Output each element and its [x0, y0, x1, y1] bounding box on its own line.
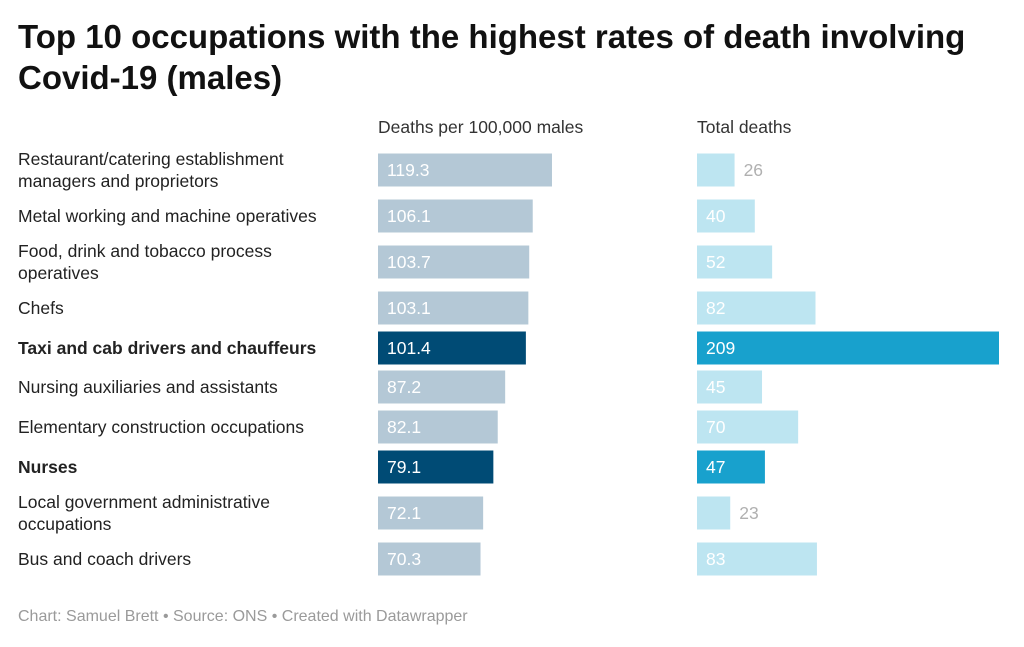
- rate-bar: [378, 370, 506, 404]
- total-value-label: 47: [706, 457, 725, 477]
- total-value-label: 70: [706, 417, 726, 437]
- footer-created-with: Created with Datawrapper: [281, 608, 468, 625]
- total-bar: [697, 450, 765, 484]
- rate-value-label: 106.1: [387, 206, 431, 226]
- total-bar: [697, 542, 817, 576]
- footer-separator: •: [267, 608, 282, 625]
- total-bar: [697, 370, 763, 404]
- total-bar: [697, 199, 755, 233]
- category-label: Elementary construction occupations: [18, 417, 304, 437]
- rate-column-header: Deaths per 100,000 males: [378, 117, 584, 137]
- footer-separator: •: [158, 608, 173, 625]
- total-bar: [697, 153, 735, 187]
- category-label: Food, drink and tobacco process: [18, 241, 272, 261]
- rate-bar: [378, 542, 481, 576]
- total-bar: [697, 291, 816, 325]
- rate-value-label: 101.4: [387, 338, 431, 358]
- category-label: operatives: [18, 263, 99, 283]
- rate-value-label: 82.1: [387, 417, 421, 437]
- total-bar: [697, 410, 799, 444]
- rate-value-label: 70.3: [387, 549, 421, 569]
- total-value-label: 83: [706, 549, 725, 569]
- category-label: Metal working and machine operatives: [18, 206, 317, 226]
- category-label: Restaurant/catering establishment: [18, 149, 284, 169]
- total-bar: [697, 331, 999, 365]
- bar-chart: Restaurant/catering establishmentmanager…: [18, 149, 999, 576]
- total-value-label: 209: [706, 338, 735, 358]
- category-label: Bus and coach drivers: [18, 549, 191, 569]
- rate-value-label: 119.3: [387, 160, 430, 180]
- category-label: managers and proprietors: [18, 171, 219, 191]
- rate-bar: [378, 450, 494, 484]
- category-label: occupations: [18, 514, 112, 534]
- footer-author: Chart: Samuel Brett: [18, 608, 159, 625]
- rate-value-label: 103.7: [387, 252, 431, 272]
- chart-title: Top 10 occupations with the highest rate…: [18, 18, 966, 96]
- rate-bar: [378, 410, 498, 444]
- rate-value-label: 72.1: [387, 503, 421, 523]
- total-value-label: 82: [706, 298, 725, 318]
- total-value-label: 40: [706, 206, 726, 226]
- chart-footer: Chart: Samuel Brett • Source: ONS • Crea…: [18, 608, 468, 626]
- rate-value-label: 79.1: [387, 457, 421, 477]
- category-label: Taxi and cab drivers and chauffeurs: [18, 338, 317, 358]
- rate-bar: [378, 496, 484, 530]
- total-value-label: 26: [744, 160, 763, 180]
- total-value-label: 23: [739, 503, 758, 523]
- category-label: Chefs: [18, 298, 64, 318]
- rate-bar: [378, 331, 526, 365]
- rate-value-label: 103.1: [387, 298, 431, 318]
- total-bar: [697, 496, 731, 530]
- rate-bar: [378, 291, 529, 325]
- total-value-label: 45: [706, 377, 725, 397]
- total-bar: [697, 245, 773, 279]
- total-value-label: 52: [706, 252, 725, 272]
- rate-bar: [378, 153, 552, 187]
- total-column-header: Total deaths: [697, 117, 792, 137]
- footer-source: Source: ONS: [173, 608, 268, 625]
- category-label: Nurses: [18, 457, 78, 477]
- rate-bar: [378, 199, 533, 233]
- rate-bar: [378, 245, 530, 279]
- category-label: Local government administrative: [18, 492, 270, 512]
- category-label: Nursing auxiliaries and assistants: [18, 377, 278, 397]
- rate-value-label: 87.2: [387, 377, 421, 397]
